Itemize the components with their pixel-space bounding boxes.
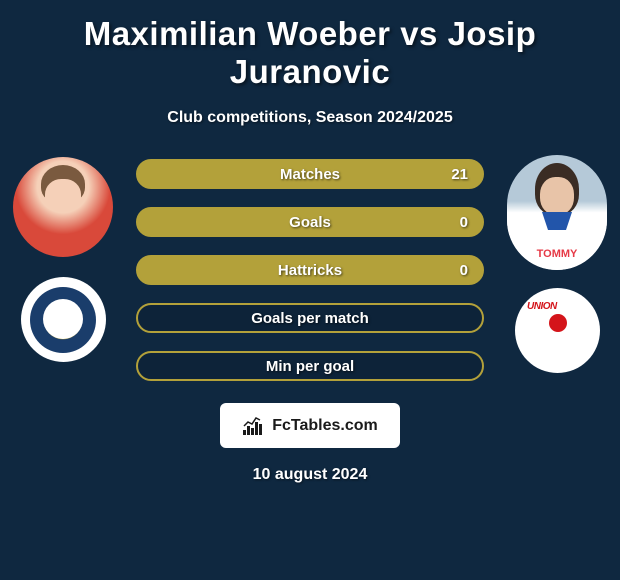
stat-value: 0: [460, 262, 468, 279]
stat-row-mpg: Min per goal: [136, 351, 484, 381]
stat-label: Matches: [280, 166, 340, 183]
stat-value: 21: [451, 166, 468, 183]
stat-row-hattricks: Hattricks 0: [136, 255, 484, 285]
stat-value: 0: [460, 214, 468, 231]
site-name: FcTables.com: [272, 417, 378, 435]
page-title: Maximilian Woeber vs Josip Juranovic: [0, 15, 620, 91]
shirt-sponsor-text: TOMMY: [537, 248, 578, 260]
site-badge: FcTables.com: [220, 403, 400, 448]
page-subtitle: Club competitions, Season 2024/2025: [0, 109, 620, 127]
player-left-avatar: [13, 157, 113, 257]
stat-label: Hattricks: [278, 262, 342, 279]
stat-row-goals: Goals 0: [136, 207, 484, 237]
stat-label: Min per goal: [266, 358, 354, 375]
footer-date: 10 august 2024: [0, 466, 620, 484]
club-right-badge: UNION: [515, 288, 600, 373]
player-right-column: TOMMY UNION: [502, 155, 612, 373]
club-left-badge: [21, 277, 106, 362]
player-left-column: [8, 157, 118, 362]
stat-row-gpm: Goals per match: [136, 303, 484, 333]
player-right-avatar: TOMMY: [507, 155, 607, 270]
stat-label: Goals: [289, 214, 331, 231]
stat-row-matches: Matches 21: [136, 159, 484, 189]
chart-icon: [242, 416, 266, 436]
stat-label: Goals per match: [251, 310, 369, 327]
comparison-row: Matches 21 Goals 0 Hattricks 0 Goals per…: [0, 157, 620, 381]
stats-column: Matches 21 Goals 0 Hattricks 0 Goals per…: [118, 159, 502, 381]
